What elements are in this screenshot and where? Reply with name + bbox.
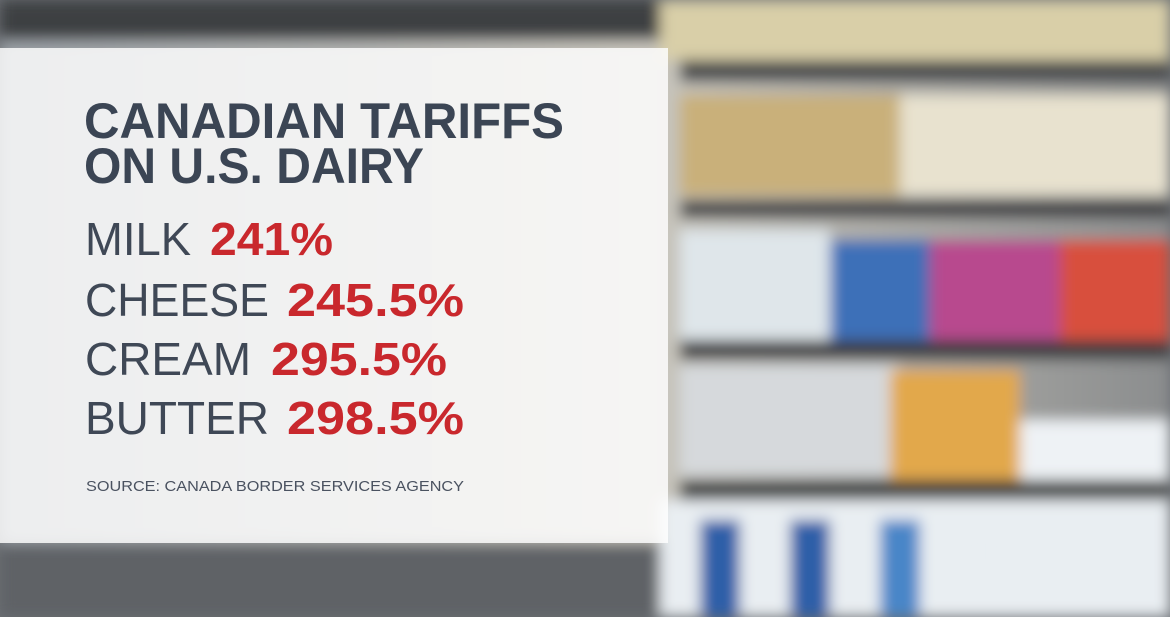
title-line: CANADIAN TARIFFS — [84, 93, 564, 149]
source: SOURCE: CANADA BORDER SERVICES AGENCY — [86, 478, 464, 495]
panel — [0, 48, 668, 543]
logo: CTV — [958, 540, 1014, 565]
item-label: MILK — [85, 213, 191, 265]
item-value: 295.5% — [271, 333, 447, 385]
item-label: CREAM — [85, 333, 251, 385]
item-value: 245.5% — [287, 274, 464, 326]
item-label: CHEESE — [85, 274, 269, 326]
item-value: 298.5% — [287, 392, 464, 444]
item-value: 241% — [210, 213, 333, 265]
item-label: BUTTER — [85, 392, 269, 444]
title-line: ON U.S. DAIRY — [84, 138, 424, 194]
